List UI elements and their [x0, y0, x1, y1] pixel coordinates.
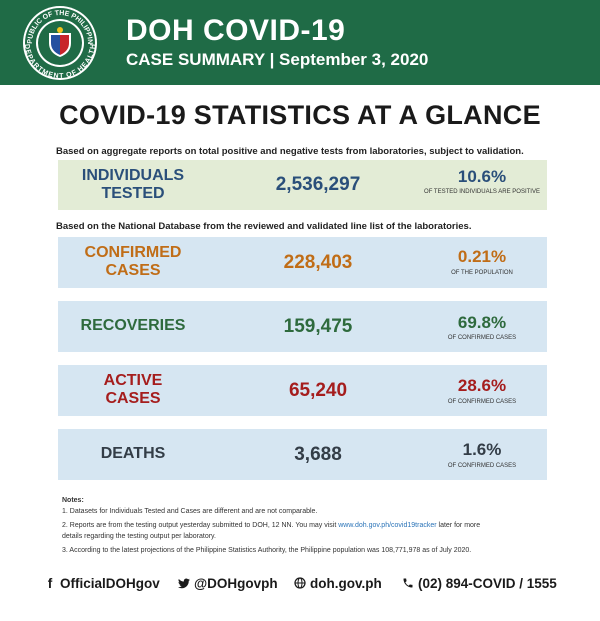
active-panel: ACTIVE CASES 65,240 28.6% OF CONFIRMED C… — [58, 365, 547, 416]
footer-website[interactable]: doh.gov.ph — [294, 576, 382, 591]
phone-text: (02) 894-COVID / 1555 — [418, 576, 557, 591]
deaths-caption: OF CONFIRMED CASES — [447, 463, 517, 469]
database-note: Based on the National Database from the … — [56, 221, 472, 232]
active-label: ACTIVE CASES — [58, 372, 208, 408]
active-percent: 28.6% — [457, 376, 507, 395]
footer-contacts: f OfficialDOHgov @DOHgovph doh.gov.ph (02… — [0, 572, 600, 597]
confirmed-label-line2: CASES — [105, 262, 161, 279]
deaths-percent: 1.6% — [462, 440, 502, 459]
phone-icon — [403, 578, 413, 588]
confirmed-label: CONFIRMED CASES — [58, 244, 208, 280]
recoveries-percent: 69.8% — [457, 313, 507, 332]
header-title: DOH COVID-19 — [126, 14, 346, 47]
active-caption: OF CONFIRMED CASES — [447, 399, 517, 405]
page-title: COVID-19 STATISTICS AT A GLANCE — [59, 100, 541, 130]
facebook-handle: OfficialDOHgov — [60, 576, 160, 591]
recoveries-value: 159,475 — [283, 316, 353, 337]
deaths-panel: DEATHS 3,688 1.6% OF CONFIRMED CASES — [58, 429, 547, 480]
active-label-line2: CASES — [105, 390, 161, 407]
tested-label-line1: INDIVIDUALS — [81, 167, 185, 184]
aggregate-note: Based on aggregate reports on total posi… — [56, 146, 524, 157]
recoveries-label: RECOVERIES — [58, 317, 208, 335]
notes-heading: Notes: — [62, 497, 84, 504]
note-2: 2. Reports are from the testing output y… — [62, 520, 562, 531]
recoveries-label-line1: RECOVERIES — [80, 317, 186, 334]
tested-caption: OF TESTED INDIVIDUALS ARE POSITIVE — [424, 189, 540, 195]
doh-seal-logo: REPUBLIC OF THE PHILIPPINES DEPARTMENT O… — [22, 5, 97, 80]
deaths-label-line1: DEATHS — [100, 445, 166, 462]
confirmed-value: 228,403 — [283, 252, 353, 273]
facebook-icon: f — [47, 576, 53, 591]
deaths-label: DEATHS — [58, 445, 208, 463]
covid19tracker-link[interactable]: www.doh.gov.ph/covid19tracker — [338, 522, 437, 529]
confirmed-caption: OF THE POPULATION — [451, 270, 513, 276]
recoveries-panel: RECOVERIES 159,475 69.8% OF CONFIRMED CA… — [58, 301, 547, 352]
twitter-handle: @DOHgovph — [194, 576, 278, 591]
notes-section: Notes: 1. Datasets for Individuals Teste… — [62, 495, 562, 556]
footer-phone[interactable]: (02) 894-COVID / 1555 — [402, 576, 557, 591]
active-label-line1: ACTIVE — [103, 372, 163, 389]
deaths-value: 3,688 — [294, 444, 342, 465]
tested-label-line2: TESTED — [101, 185, 165, 202]
note-2-text-b: later for more — [438, 522, 481, 529]
confirmed-percent: 0.21% — [457, 247, 507, 266]
note-2-continued: details regarding the testing output per… — [62, 533, 216, 540]
note-3: 3. According to the latest projections o… — [62, 547, 472, 554]
note-2-text: 2. Reports are from the testing output y… — [62, 522, 337, 529]
website-text: doh.gov.ph — [310, 576, 382, 591]
header-subtitle: CASE SUMMARY | September 3, 2020 — [126, 50, 429, 69]
footer-facebook[interactable]: f OfficialDOHgov — [44, 576, 160, 591]
recoveries-caption: OF CONFIRMED CASES — [447, 335, 517, 341]
confirmed-label-line1: CONFIRMED — [84, 244, 182, 261]
tested-panel: INDIVIDUALS TESTED 2,536,297 10.6% OF TE… — [58, 160, 547, 210]
note-1: 1. Datasets for Individuals Tested and C… — [62, 508, 318, 515]
tested-value: 2,536,297 — [275, 174, 361, 195]
tested-percent: 10.6% — [457, 167, 507, 186]
confirmed-panel: CONFIRMED CASES 228,403 0.21% OF THE POP… — [58, 237, 547, 288]
globe-icon — [294, 577, 306, 589]
header-banner: REPUBLIC OF THE PHILIPPINES DEPARTMENT O… — [0, 0, 600, 85]
active-value: 65,240 — [288, 380, 348, 401]
footer-twitter[interactable]: @DOHgovph — [178, 576, 278, 591]
twitter-icon — [178, 578, 190, 589]
tested-label: INDIVIDUALS TESTED — [58, 167, 208, 203]
